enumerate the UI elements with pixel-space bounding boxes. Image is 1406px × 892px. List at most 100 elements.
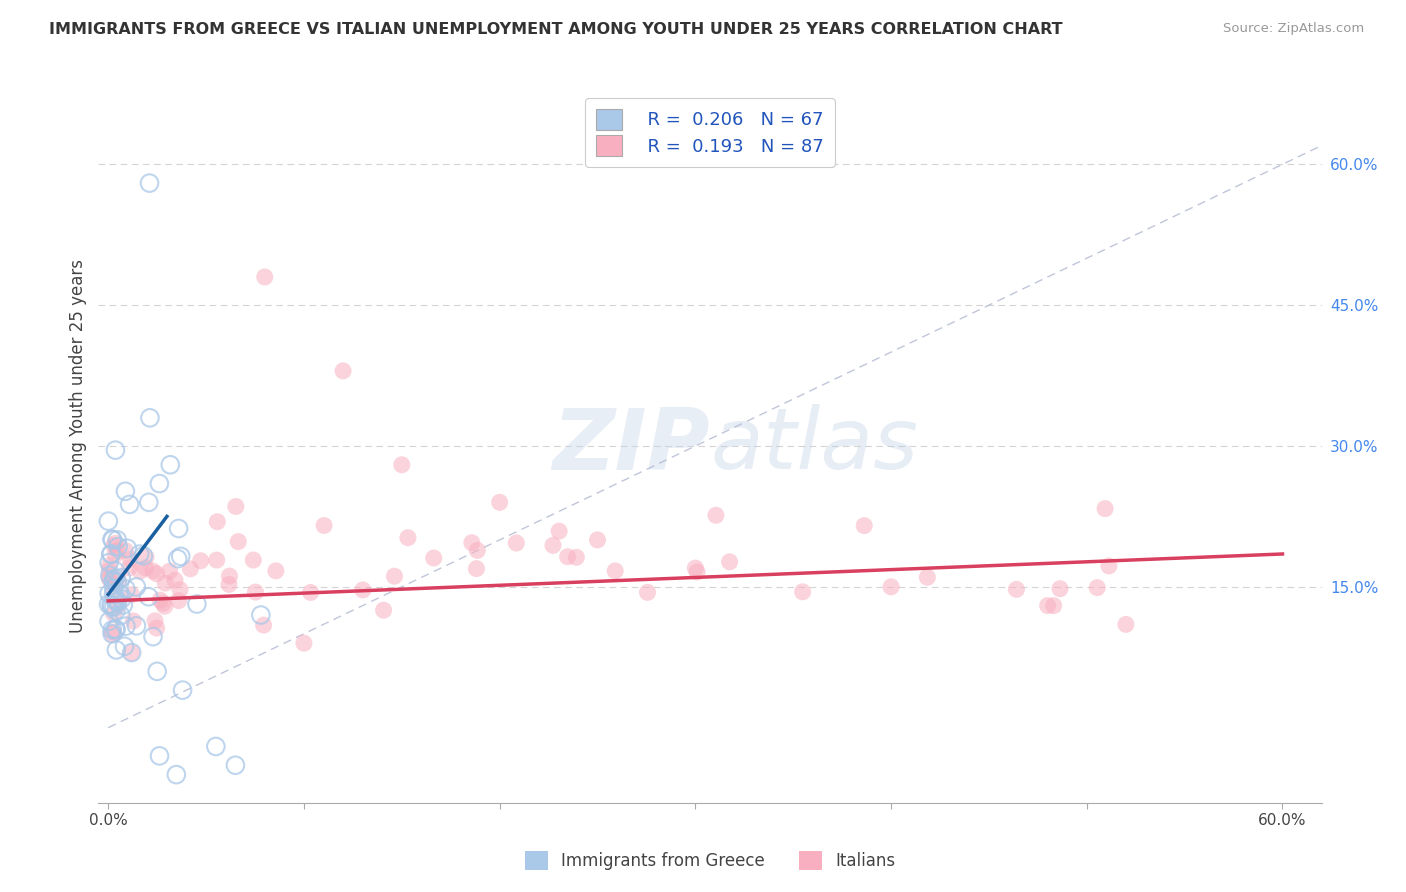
Point	[98, 558, 121, 573]
Point	[505, 536, 527, 550]
Point	[105, 575, 128, 590]
Point	[1049, 582, 1071, 596]
Point	[792, 584, 814, 599]
Point	[104, 443, 127, 458]
Point	[170, 549, 193, 564]
Point	[299, 585, 322, 599]
Point	[134, 561, 156, 575]
Point	[245, 585, 267, 599]
Point	[103, 538, 125, 552]
Point	[107, 543, 129, 558]
Point	[117, 541, 139, 556]
Point	[637, 585, 659, 599]
Point	[110, 608, 132, 623]
Point	[121, 646, 143, 660]
Point	[142, 630, 165, 644]
Point	[166, 551, 188, 566]
Point	[1042, 599, 1064, 613]
Point	[145, 621, 167, 635]
Legend: Immigrants from Greece, Italians: Immigrants from Greece, Italians	[517, 844, 903, 877]
Point	[153, 599, 176, 614]
Point	[105, 643, 128, 657]
Point	[207, 515, 229, 529]
Point	[704, 508, 727, 523]
Point	[104, 604, 127, 618]
Point	[172, 683, 194, 698]
Point	[114, 484, 136, 499]
Point	[101, 627, 124, 641]
Point	[115, 619, 138, 633]
Point	[114, 543, 136, 558]
Point	[1005, 582, 1028, 597]
Point	[461, 535, 484, 549]
Point	[190, 554, 212, 568]
Point	[103, 582, 125, 596]
Point	[121, 588, 143, 602]
Point	[105, 591, 128, 606]
Point	[139, 410, 162, 425]
Point	[104, 536, 127, 550]
Point	[465, 561, 488, 575]
Point	[103, 582, 125, 597]
Point	[422, 551, 444, 566]
Point	[97, 514, 120, 528]
Point	[167, 521, 190, 535]
Point	[104, 564, 127, 578]
Point	[100, 547, 122, 561]
Point	[467, 543, 489, 558]
Text: IMMIGRANTS FROM GREECE VS ITALIAN UNEMPLOYMENT AMONG YOUTH UNDER 25 YEARS CORREL: IMMIGRANTS FROM GREECE VS ITALIAN UNEMPL…	[49, 22, 1063, 37]
Point	[138, 590, 160, 604]
Point	[548, 524, 571, 538]
Point	[205, 553, 228, 567]
Point	[98, 556, 121, 570]
Point	[155, 576, 177, 591]
Point	[98, 572, 121, 586]
Point	[179, 562, 201, 576]
Point	[218, 577, 240, 591]
Point	[143, 614, 166, 628]
Point	[108, 586, 131, 600]
Point	[718, 555, 741, 569]
Point	[159, 458, 181, 472]
Point	[396, 531, 419, 545]
Point	[686, 565, 709, 579]
Point	[146, 665, 169, 679]
Point	[107, 573, 129, 587]
Point	[104, 577, 127, 591]
Text: Source: ZipAtlas.com: Source: ZipAtlas.com	[1223, 22, 1364, 36]
Text: atlas: atlas	[710, 404, 918, 488]
Point	[128, 547, 150, 561]
Point	[373, 603, 395, 617]
Point	[586, 533, 609, 547]
Point	[103, 607, 125, 621]
Point	[332, 364, 354, 378]
Point	[225, 500, 247, 514]
Point	[98, 586, 121, 600]
Point	[138, 495, 160, 509]
Point	[98, 615, 121, 629]
Point	[218, 569, 240, 583]
Point	[104, 593, 127, 607]
Point	[880, 580, 903, 594]
Point	[224, 758, 246, 772]
Y-axis label: Unemployment Among Youth under 25 years: Unemployment Among Youth under 25 years	[69, 259, 87, 633]
Point	[101, 627, 124, 641]
Point	[1115, 617, 1137, 632]
Point	[252, 618, 274, 632]
Point	[853, 518, 876, 533]
Point	[142, 564, 165, 578]
Point	[110, 592, 132, 607]
Point	[250, 607, 273, 622]
Point	[118, 561, 141, 575]
Point	[103, 600, 125, 615]
Point	[103, 587, 125, 601]
Point	[226, 534, 249, 549]
Point	[917, 570, 939, 584]
Point	[565, 550, 588, 565]
Point	[384, 569, 406, 583]
Point	[104, 623, 127, 637]
Point	[125, 619, 148, 633]
Point	[1098, 558, 1121, 573]
Point	[148, 748, 170, 763]
Point	[97, 597, 120, 611]
